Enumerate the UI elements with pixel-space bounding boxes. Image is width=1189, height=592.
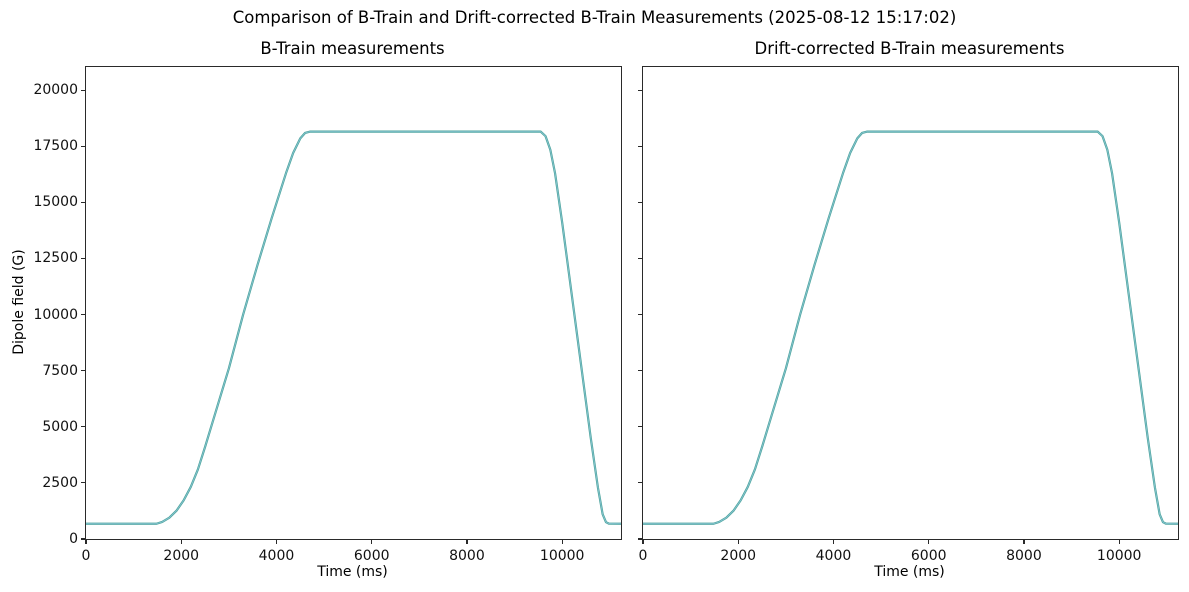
y-tick-label: 10000: [33, 306, 78, 323]
x-tick-mark: [466, 540, 468, 544]
x-tick-label: 6000: [910, 548, 947, 564]
y-tick-mark: [638, 313, 642, 316]
y-tick-mark: [81, 257, 85, 260]
y-tick-mark: [638, 426, 642, 428]
measurement-line-core: [643, 131, 1178, 525]
x-tick-label: 10000: [539, 548, 585, 564]
x-axis-label-drift-corrected: Time (ms): [874, 564, 945, 580]
y-tick-mark: [81, 482, 85, 484]
subplot-title-btrain: B-Train measurements: [260, 39, 445, 58]
x-tick-mark: [737, 540, 739, 544]
x-tick-label: 8000: [1006, 548, 1042, 564]
y-tick-mark: [638, 370, 642, 372]
y-tick-mark: [81, 89, 85, 91]
y-tick-label: 0: [69, 531, 78, 547]
x-tick-label: 8000: [449, 548, 485, 564]
x-tick-label: 4000: [258, 548, 295, 564]
y-axis-label: Dipole field (G): [11, 249, 27, 355]
y-tick-label: 17500: [33, 138, 78, 155]
axes-btrain: 0 2000 4000 6000 8000 10000 0 2500 5000 7500 10000…: [33, 66, 622, 564]
figure-suptitle: Comparison of B-Train and Drift-correcte…: [232, 8, 957, 27]
y-tick-label: 12500: [33, 250, 78, 267]
x-tick-label: 10000: [1096, 548, 1142, 564]
y-tick-mark: [81, 538, 85, 540]
y-tick-mark: [81, 313, 85, 316]
y-tick-mark: [81, 201, 85, 203]
x-tick-mark: [1118, 540, 1120, 544]
x-tick-label: 0: [638, 548, 648, 564]
y-tick-mark: [81, 426, 85, 428]
measurement-line-core: [86, 131, 621, 525]
y-tick-mark: [81, 370, 85, 372]
x-tick-label: 2000: [720, 548, 757, 564]
x-tick-mark: [928, 540, 930, 544]
y-tick-label: 5000: [42, 418, 78, 435]
x-tick-mark: [275, 540, 278, 544]
x-tick-mark: [85, 540, 87, 544]
x-tick-mark: [371, 540, 373, 544]
y-tick-label: 7500: [42, 362, 78, 379]
x-tick-label: 6000: [353, 548, 390, 564]
y-tick-mark: [638, 201, 642, 203]
x-tick-mark: [561, 540, 563, 544]
x-tick-mark: [832, 540, 835, 544]
y-tick-label: 2500: [42, 474, 78, 491]
drift-corrected-line-plot: [643, 130, 1178, 525]
measurement-line: [643, 130, 1178, 525]
x-tick-mark: [180, 540, 182, 544]
subplot-title-drift-corrected: Drift-corrected B-Train measurements: [754, 39, 1065, 58]
x-tick-mark: [1023, 540, 1025, 544]
x-axis-label-btrain: Time (ms): [317, 564, 388, 580]
y-tick-mark: [81, 145, 85, 147]
x-tick-label: 2000: [163, 548, 200, 564]
x-tick-label: 0: [81, 548, 91, 564]
x-tick-label: 4000: [815, 548, 852, 564]
x-tick-mark: [642, 540, 644, 544]
y-tick-mark: [638, 257, 642, 260]
btrain-line-plot: [86, 130, 621, 525]
y-tick-label: 15000: [33, 194, 78, 211]
y-tick-mark: [638, 145, 642, 147]
y-tick-label: 20000: [33, 82, 78, 99]
y-tick-mark: [638, 89, 642, 91]
y-tick-mark: [638, 538, 642, 540]
measurement-line: [86, 130, 621, 525]
y-tick-mark: [638, 482, 642, 484]
axes-drift-corrected: 0 2000 4000 6000 8000 10000: [638, 66, 1179, 564]
